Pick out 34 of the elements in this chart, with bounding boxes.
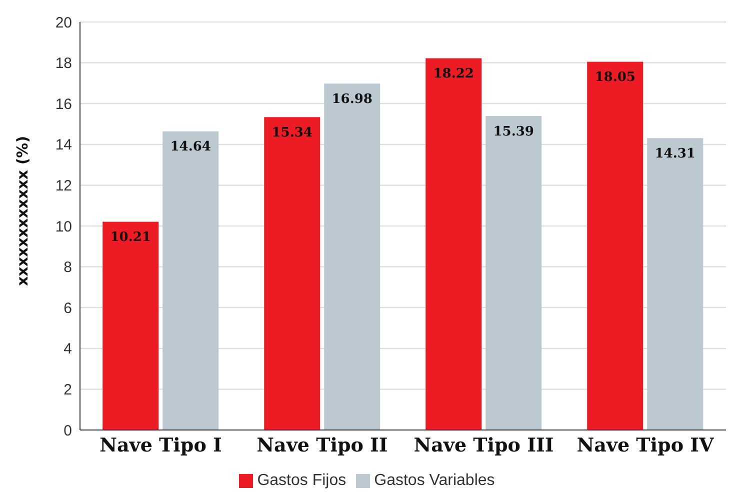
x-tick-label: Nave Tipo I <box>100 434 222 456</box>
data-label: 14.64 <box>170 140 211 155</box>
x-tick-label: Nave Tipo IV <box>576 434 715 456</box>
bar <box>647 138 704 430</box>
y-tick-label: 20 <box>55 14 72 32</box>
y-tick-label: 10 <box>55 218 72 236</box>
bar <box>102 222 159 430</box>
y-axis-title: xxxxxxxxxxxx (%) <box>13 136 32 286</box>
data-label: 15.34 <box>272 125 312 140</box>
bar <box>264 117 320 430</box>
data-label: 18.22 <box>433 66 474 82</box>
legend-label: Gastos Fijos <box>257 472 346 489</box>
y-tick-label: 2 <box>64 382 72 399</box>
bar <box>324 84 380 430</box>
y-tick-label: 12 <box>55 178 72 195</box>
y-tick-label: 14 <box>55 136 72 154</box>
y-tick-label: 4 <box>64 340 72 358</box>
legend-label: Gastos Variables <box>374 472 495 489</box>
x-tick-label: Nave Tipo III <box>414 434 554 456</box>
y-tick-label: 18 <box>55 55 72 72</box>
data-label: 16.98 <box>332 92 372 107</box>
y-tick-label: 16 <box>55 96 72 113</box>
bar <box>162 131 219 430</box>
data-label: 15.39 <box>493 124 534 140</box>
y-tick-label: 6 <box>64 300 72 317</box>
data-label: 10.21 <box>110 230 151 245</box>
data-label: 18.05 <box>594 70 636 86</box>
bar <box>587 62 644 430</box>
x-tick-label: Nave Tipo II <box>256 434 388 456</box>
y-tick-label: 0 <box>64 422 72 440</box>
y-tick-label: 8 <box>64 259 72 276</box>
bar <box>426 58 482 430</box>
bar <box>486 116 542 430</box>
data-label: 14.31 <box>654 146 696 162</box>
